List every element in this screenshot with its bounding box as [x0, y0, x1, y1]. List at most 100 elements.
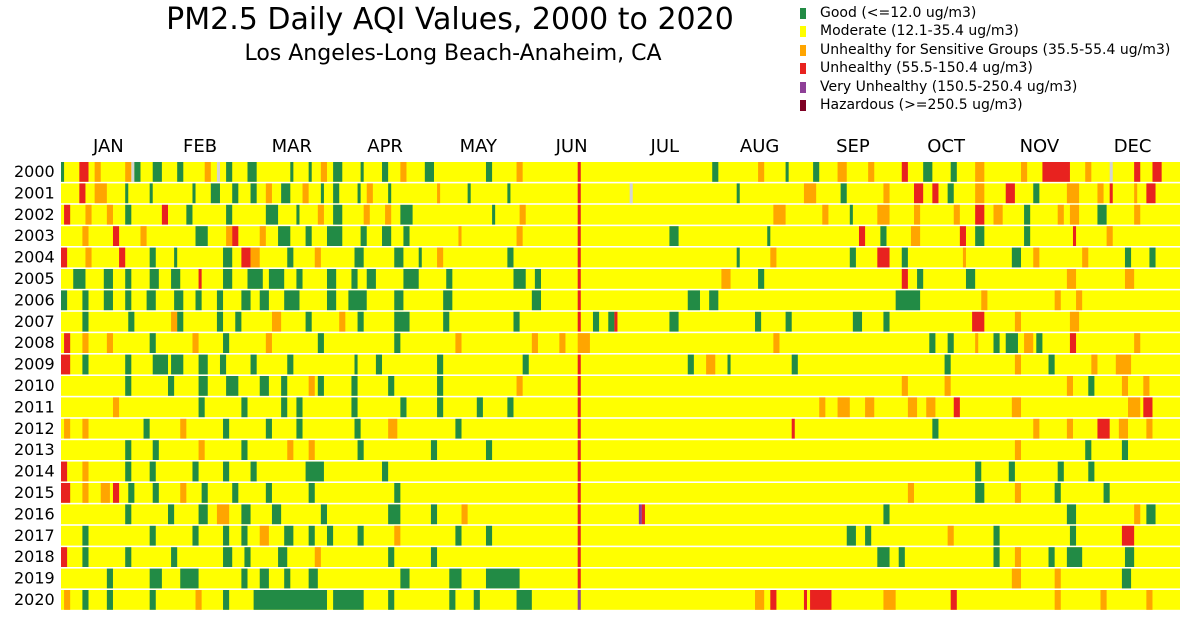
day-cell-2016-190-very_unhealthy — [638, 504, 642, 525]
day-cell-2002-268-usg — [877, 204, 890, 225]
day-cell-2001-108-good — [388, 183, 392, 204]
day-cell-2013-31-good — [152, 440, 159, 460]
day-cell-2002-352-usg — [1134, 204, 1141, 225]
day-cell-2003-343-usg — [1106, 226, 1113, 246]
day-cell-2015-326-good — [1054, 483, 1061, 503]
day-cell-2011-284-usg — [926, 397, 936, 418]
day-cell-2000-265-usg — [868, 162, 875, 182]
day-cell-2004-118-good — [418, 247, 422, 268]
day-cell-2012-330-usg — [1066, 418, 1073, 439]
day-cell-2004-170-unhealthy — [577, 247, 581, 268]
day-cell-2015-31-good — [152, 483, 159, 503]
day-cell-2009-338-usg — [1091, 354, 1098, 375]
day-cell-2013-22-good — [125, 440, 132, 460]
legend-label-good: Good (<=12.0 ug/m3) — [820, 5, 977, 21]
year-label-2001: 2001 — [14, 183, 55, 202]
row-background-2008 — [61, 333, 1180, 353]
day-cell-2008-170-usg — [577, 333, 590, 353]
heatmap-row-2006 — [61, 290, 1180, 311]
day-cell-2000-292-good — [950, 162, 957, 182]
year-label-2019: 2019 — [14, 569, 55, 588]
day-cell-2009-124-good — [437, 354, 444, 375]
day-cell-2019-326-usg — [1054, 568, 1061, 589]
day-cell-2002-85-usg — [317, 204, 324, 225]
day-cell-2001-310-unhealthy — [1005, 183, 1015, 204]
day-cell-2018-54-good — [223, 547, 233, 567]
day-cell-2017-110-usg — [394, 525, 401, 546]
heatmap-row-2004 — [61, 247, 1180, 268]
day-cell-2002-107-usg — [385, 204, 392, 225]
day-cell-2001-134-good — [467, 183, 471, 204]
day-cell-2009-31-good — [152, 354, 169, 375]
day-cell-2016-52-usg — [216, 504, 230, 525]
day-cell-2017-258-good — [846, 525, 856, 546]
legend-label-moderate: Moderate (12.1-35.4 ug/m3) — [820, 23, 1019, 40]
day-cell-2012-68-good — [265, 418, 272, 439]
day-cell-2009-313-usg — [1014, 354, 1022, 375]
day-cell-2005-113-good — [403, 269, 419, 289]
day-cell-2001-256-good — [840, 183, 847, 204]
day-cell-2010-290-usg — [944, 376, 951, 396]
day-cell-2002-16-usg — [106, 204, 113, 225]
day-cell-2002-9-usg — [85, 204, 92, 225]
day-cell-2003-200-good — [669, 226, 679, 246]
day-cell-2005-149-good — [513, 269, 526, 289]
day-cell-2005-88-good — [326, 269, 337, 289]
day-cell-2006-38-good — [174, 290, 184, 311]
day-cell-2014-311-good — [1008, 461, 1015, 482]
day-cell-2020-136-good — [473, 590, 480, 610]
year-label-2000: 2000 — [14, 162, 55, 181]
day-cell-2020-326-usg — [1054, 590, 1061, 610]
day-cell-2002-293-usg — [953, 204, 960, 225]
day-cell-2008-110-good — [394, 333, 401, 353]
day-cell-2008-155-usg — [531, 333, 538, 353]
day-cell-2014-63-good — [250, 461, 257, 482]
day-cell-2002-34-unhealthy — [161, 204, 168, 225]
day-cell-2015-14-usg — [100, 483, 110, 503]
day-cell-2008-44-usg — [192, 333, 199, 353]
day-cell-2020-108-good — [388, 590, 395, 610]
day-cell-2001-187-no_data — [629, 183, 633, 204]
day-cell-2008-85-good — [317, 333, 324, 353]
month-label-dec: DEC — [1114, 136, 1152, 157]
day-cell-2006-15-good — [103, 290, 113, 311]
day-cell-2015-23-good — [128, 483, 135, 503]
day-cell-2003-99-good — [360, 226, 367, 246]
day-cell-2015-110-good — [394, 483, 401, 503]
day-cell-2001-222-good — [736, 183, 740, 204]
day-cell-2008-285-good — [929, 333, 936, 353]
day-cell-2005-330-usg — [1066, 269, 1077, 289]
day-cell-2005-281-good — [917, 269, 924, 289]
year-label-2002: 2002 — [14, 205, 55, 224]
day-cell-2004-222-good — [736, 247, 740, 268]
day-cell-2001-300-usg — [975, 183, 985, 204]
legend-swatch-unhealthy — [800, 63, 806, 75]
day-cell-2000-283-good — [923, 162, 933, 182]
day-cell-2016-36-good — [168, 504, 175, 525]
day-cell-2003-131-usg — [458, 226, 462, 246]
day-cell-2011-350-usg — [1128, 397, 1141, 418]
row-background-2005 — [61, 269, 1180, 289]
day-cell-2015-8-usg — [82, 483, 89, 503]
month-label-apr: APR — [367, 136, 403, 157]
row-background-2004 — [61, 247, 1180, 268]
day-cell-2020-246-unhealthy — [810, 590, 832, 610]
day-cell-2012-240-unhealthy — [791, 418, 795, 439]
day-cell-2002-22-good — [125, 204, 132, 225]
legend-item-usg: Unhealthy for Sensitive Groups (35.5-55.… — [798, 41, 1170, 59]
day-cell-2011-249-usg — [819, 397, 826, 418]
day-cell-2006-326-usg — [1054, 290, 1061, 311]
day-cell-2018-313-usg — [1014, 547, 1022, 567]
day-cell-2019-60-good — [241, 568, 248, 589]
day-cell-2020-90-good — [333, 590, 364, 610]
day-cell-2004-319-usg — [1033, 247, 1040, 268]
day-cell-2012-28-good — [143, 418, 150, 439]
day-cell-2012-340-unhealthy — [1097, 418, 1110, 439]
day-cell-2017-331-good — [1069, 525, 1077, 546]
day-cell-2014-300-good — [975, 461, 982, 482]
month-label-aug: AUG — [740, 136, 779, 157]
chart-subtitle: Los Angeles-Long Beach-Anaheim, CA — [244, 41, 662, 66]
day-cell-2000-22-usg — [125, 162, 132, 182]
day-cell-2006-274-good — [895, 290, 921, 311]
